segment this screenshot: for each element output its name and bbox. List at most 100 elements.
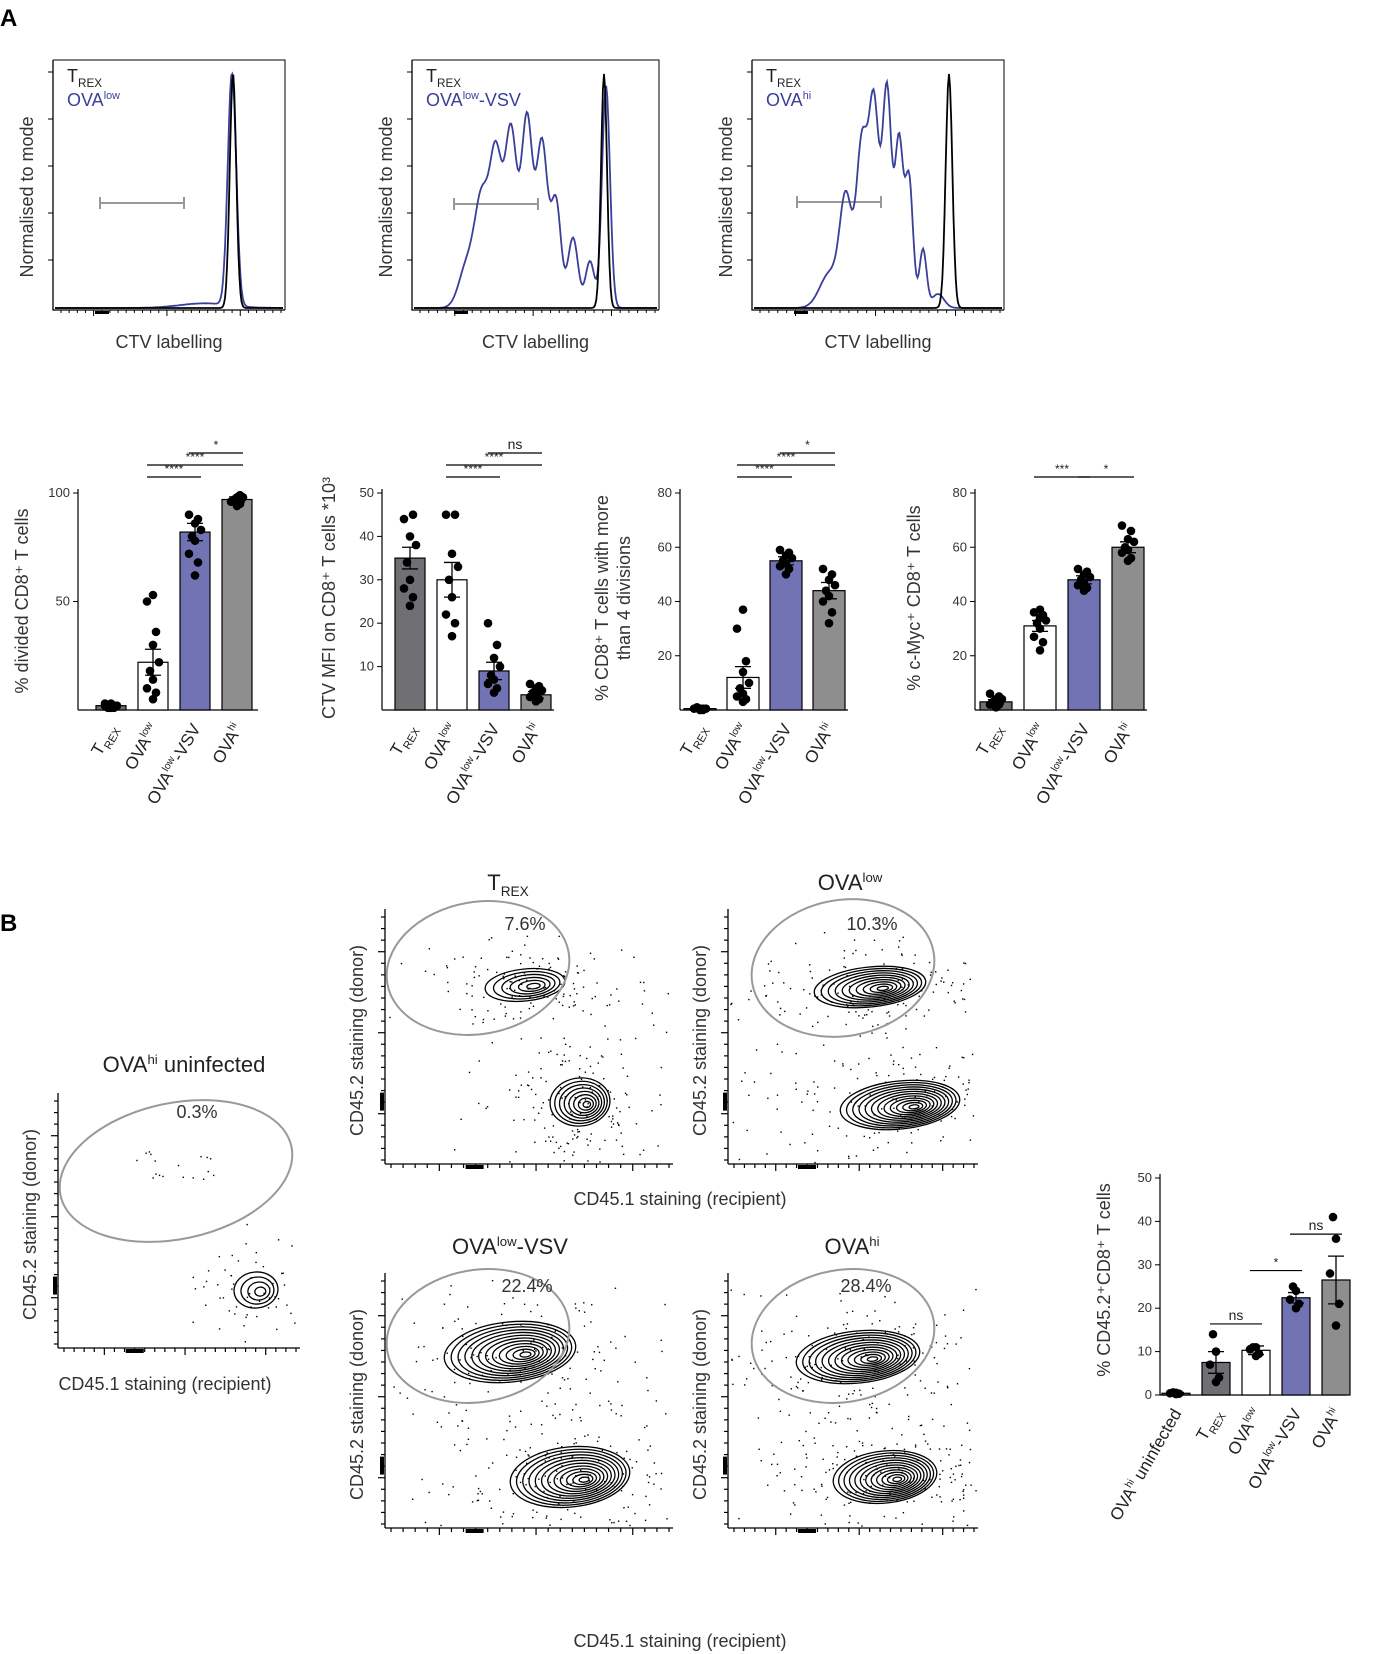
event-dot xyxy=(583,969,585,972)
event-dot xyxy=(524,1450,527,1453)
data-point xyxy=(405,575,415,585)
event-dot xyxy=(847,1417,849,1420)
event-dot xyxy=(500,1003,502,1005)
event-dot xyxy=(567,1143,570,1145)
event-dot xyxy=(808,1335,810,1337)
contour-level xyxy=(558,1083,606,1122)
event-dot xyxy=(748,998,750,1001)
event-dot xyxy=(529,1447,532,1449)
event-dot xyxy=(546,1405,548,1407)
event-dot xyxy=(902,1067,904,1070)
event-dot xyxy=(475,1475,477,1477)
event-dot xyxy=(779,1410,782,1413)
category-label-ova_low_vsv: OVAlow-VSV xyxy=(734,720,796,808)
event-dot xyxy=(821,1376,823,1379)
event-dot xyxy=(776,1043,779,1046)
event-dot xyxy=(892,1098,894,1100)
event-dot xyxy=(758,1448,760,1451)
data-point xyxy=(698,704,708,713)
event-dot xyxy=(515,1469,517,1471)
event-dot xyxy=(607,1089,609,1092)
event-dot xyxy=(871,1032,873,1034)
event-dot xyxy=(467,1372,470,1375)
event-dot xyxy=(940,1140,942,1142)
event-dot xyxy=(757,1417,760,1419)
event-dot xyxy=(963,962,965,964)
event-dot xyxy=(282,1272,284,1274)
event-dot xyxy=(517,1096,520,1099)
event-dot xyxy=(909,1481,911,1483)
event-dot xyxy=(604,1480,606,1483)
event-dot xyxy=(596,1440,599,1443)
event-dot xyxy=(969,1448,972,1451)
event-dot xyxy=(616,988,618,990)
significance-label: * xyxy=(1104,462,1109,476)
event-dot xyxy=(922,1352,924,1354)
event-dot xyxy=(846,1398,848,1400)
flow-y-label: CD45.2 staining (donor) xyxy=(690,945,710,1136)
event-dot xyxy=(561,1004,564,1007)
event-dot xyxy=(561,1446,563,1448)
contour-level xyxy=(443,1320,577,1384)
event-dot xyxy=(947,991,949,994)
event-dot xyxy=(576,1128,579,1131)
event-dot xyxy=(897,1004,899,1006)
histogram-frame xyxy=(752,59,1005,310)
event-dot xyxy=(592,1072,594,1074)
event-dot xyxy=(433,973,435,976)
contour-level xyxy=(837,1452,935,1503)
event-dot xyxy=(583,1302,585,1304)
event-dot xyxy=(620,1053,623,1056)
event-dot xyxy=(843,950,846,952)
event-dot xyxy=(746,1129,748,1132)
event-dot xyxy=(832,1467,834,1470)
contour-level xyxy=(501,973,556,998)
event-dot xyxy=(940,980,942,982)
event-dot xyxy=(479,1490,482,1493)
event-dot xyxy=(152,1177,154,1179)
event-dot xyxy=(960,1475,963,1478)
event-dot xyxy=(549,966,552,969)
x-axis-label: CTV labelling xyxy=(824,332,931,352)
data-point xyxy=(495,662,505,671)
event-dot xyxy=(968,1081,970,1084)
event-dot xyxy=(938,1448,941,1450)
event-dot xyxy=(453,1368,456,1371)
data-point xyxy=(775,545,785,555)
event-dot xyxy=(550,1050,552,1052)
event-dot xyxy=(481,1493,483,1495)
y-axis-title: % divided CD8⁺ T cells xyxy=(12,509,32,694)
event-dot xyxy=(966,1093,968,1096)
event-dot xyxy=(529,957,531,959)
event-dot xyxy=(471,995,473,997)
event-dot xyxy=(450,1285,452,1287)
event-dot xyxy=(824,1523,826,1525)
event-dot xyxy=(589,1046,591,1048)
event-dot xyxy=(788,1414,790,1416)
event-dot xyxy=(513,1119,515,1122)
event-dot xyxy=(472,1354,475,1356)
event-dot xyxy=(814,1442,816,1444)
event-dot xyxy=(923,1433,925,1436)
data-point xyxy=(1214,1373,1224,1382)
event-dot xyxy=(952,1498,955,1500)
event-dot xyxy=(785,1356,787,1359)
event-dot xyxy=(587,1102,589,1105)
event-dot xyxy=(533,1348,536,1350)
event-dot xyxy=(248,1292,251,1295)
event-dot xyxy=(968,1367,971,1370)
event-dot xyxy=(855,1011,857,1013)
data-point xyxy=(154,657,164,667)
event-dot xyxy=(462,1335,464,1338)
event-dot xyxy=(883,928,885,930)
event-dot xyxy=(871,1402,874,1405)
contour-level xyxy=(821,1339,906,1377)
event-dot xyxy=(505,1012,507,1015)
event-dot xyxy=(897,1354,899,1356)
event-dot xyxy=(540,1068,542,1070)
legend-ova-sup: low xyxy=(104,90,120,102)
event-dot xyxy=(526,1084,529,1086)
event-dot xyxy=(868,1417,871,1419)
data-point xyxy=(1288,1282,1298,1291)
